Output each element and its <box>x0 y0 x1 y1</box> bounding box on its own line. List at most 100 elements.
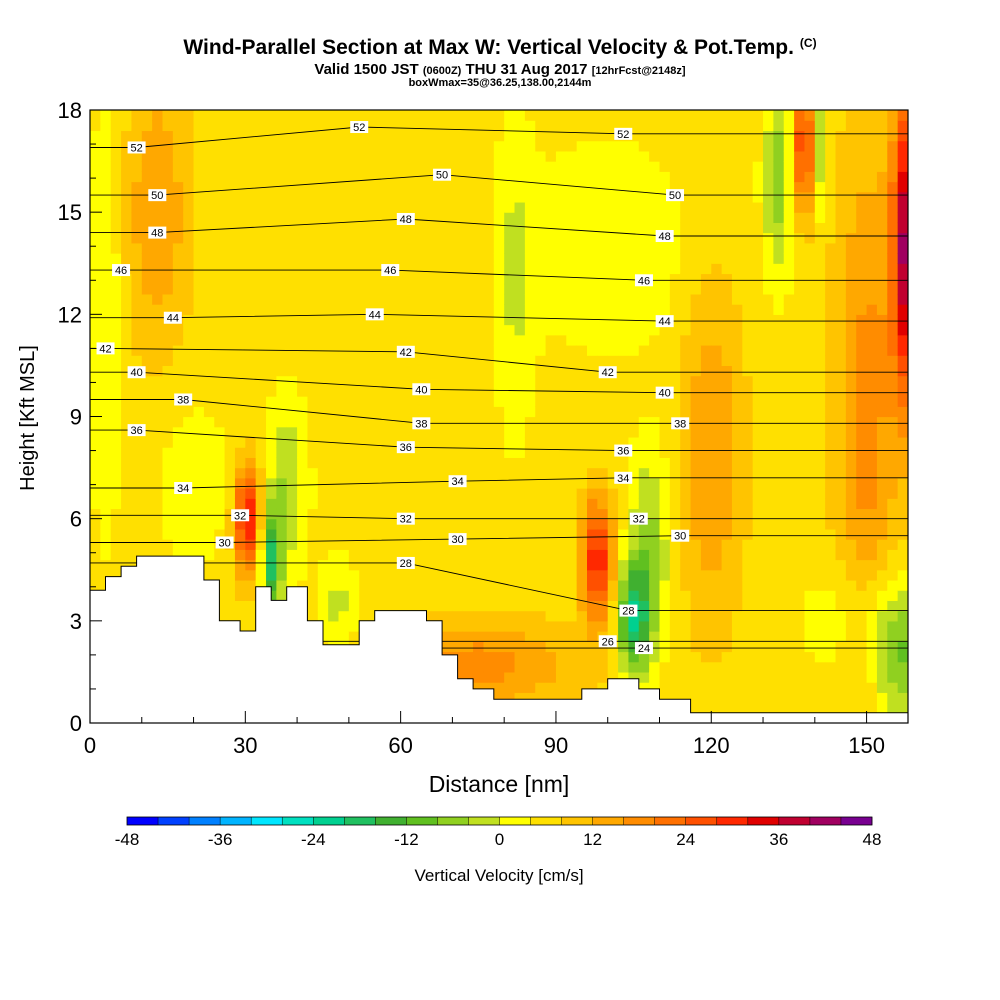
w-cell <box>814 161 826 172</box>
w-cell <box>421 661 433 673</box>
w-cell <box>224 396 236 407</box>
w-cell <box>897 590 908 601</box>
w-cell <box>307 498 319 510</box>
w-cell <box>255 365 267 377</box>
w-cell <box>100 355 112 367</box>
w-cell <box>711 375 723 387</box>
w-cell <box>473 406 485 418</box>
w-cell <box>110 150 122 162</box>
w-cell <box>742 171 754 183</box>
w-cell <box>814 702 826 714</box>
w-cell <box>317 539 329 550</box>
w-cell <box>214 385 226 397</box>
w-cell <box>597 631 609 642</box>
w-cell <box>628 641 640 653</box>
w-cell <box>535 406 547 418</box>
w-cell <box>172 314 184 326</box>
w-cell <box>317 304 329 315</box>
w-cell <box>545 263 557 275</box>
w-cell <box>307 477 319 489</box>
w-cell <box>794 406 806 418</box>
w-cell <box>887 661 899 673</box>
w-cell <box>234 692 246 704</box>
w-cell <box>183 590 195 601</box>
w-cell <box>276 549 288 561</box>
w-cell <box>338 488 350 499</box>
w-cell <box>649 631 661 642</box>
w-cell <box>597 140 609 152</box>
w-cell <box>731 396 743 407</box>
w-cell <box>286 304 298 315</box>
w-cell <box>876 457 888 469</box>
w-cell <box>193 212 205 223</box>
w-cell <box>856 692 868 704</box>
w-cell <box>711 549 723 561</box>
w-cell <box>255 477 267 489</box>
w-cell <box>659 130 671 142</box>
w-cell <box>794 232 806 244</box>
w-cell <box>224 365 236 377</box>
w-cell <box>359 181 371 193</box>
w-cell <box>266 436 277 448</box>
w-cell <box>711 406 723 418</box>
w-cell <box>493 436 505 448</box>
w-cell <box>866 508 878 520</box>
w-cell <box>607 620 619 632</box>
w-cell <box>514 232 526 244</box>
w-cell <box>669 620 681 632</box>
w-cell <box>690 334 702 346</box>
isentrope-label: 36 <box>127 424 146 437</box>
w-cell <box>183 457 195 469</box>
w-cell <box>887 610 899 622</box>
w-cell <box>587 161 598 172</box>
w-cell <box>121 518 133 530</box>
w-cell <box>193 385 205 397</box>
w-cell <box>131 426 143 438</box>
w-cell <box>431 324 443 336</box>
w-cell <box>100 324 112 336</box>
w-cell <box>576 355 588 367</box>
w-cell <box>752 171 764 183</box>
w-cell <box>524 191 536 203</box>
w-cell <box>255 426 267 438</box>
w-cell <box>452 610 464 622</box>
w-cell <box>410 671 422 683</box>
w-cell <box>121 191 133 203</box>
w-cell <box>276 314 288 326</box>
y-tick-label: 0 <box>70 711 82 736</box>
w-cell <box>876 692 888 704</box>
w-cell <box>794 396 806 407</box>
w-cell <box>379 110 391 121</box>
w-cell <box>183 140 195 152</box>
w-cell <box>452 712 464 723</box>
w-cell <box>276 600 288 612</box>
w-cell <box>576 232 588 244</box>
w-cell <box>763 620 774 632</box>
w-cell <box>234 150 246 162</box>
w-cell <box>752 610 764 622</box>
w-cell <box>618 355 630 367</box>
w-cell <box>700 661 712 673</box>
w-cell <box>224 161 236 172</box>
w-cell <box>669 314 681 326</box>
w-cell <box>804 600 816 612</box>
w-cell <box>607 447 619 458</box>
w-cell <box>348 426 360 438</box>
w-cell <box>338 467 350 479</box>
w-cell <box>307 161 319 172</box>
w-cell <box>214 477 226 489</box>
w-cell <box>297 620 309 632</box>
w-cell <box>141 457 153 469</box>
w-cell <box>649 620 661 632</box>
w-cell <box>887 620 899 632</box>
w-cell <box>390 385 402 397</box>
w-cell <box>566 191 578 203</box>
w-cell <box>400 528 412 540</box>
w-cell <box>763 232 774 244</box>
w-cell <box>597 498 609 510</box>
w-cell <box>856 600 868 612</box>
w-cell <box>141 426 153 438</box>
w-cell <box>887 702 899 714</box>
w-cell <box>845 651 857 663</box>
w-cell <box>483 631 495 642</box>
